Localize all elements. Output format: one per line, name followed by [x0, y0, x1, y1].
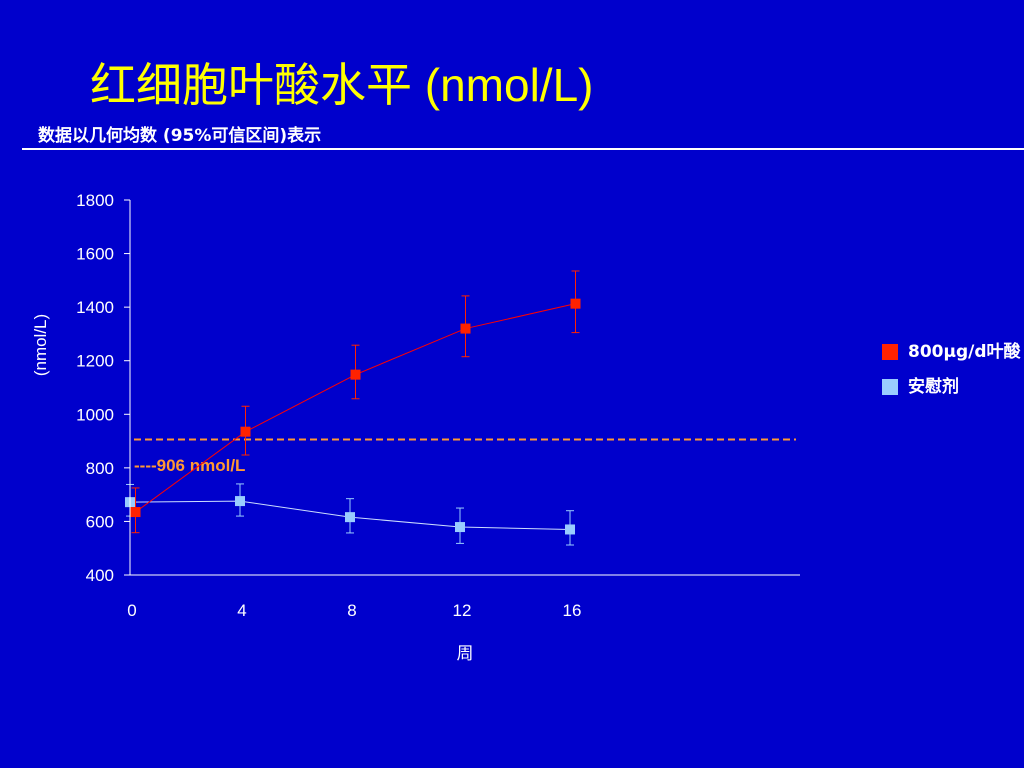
data-point-folic-acid — [460, 323, 471, 334]
y-tick-label: 1800 — [76, 191, 114, 210]
data-point-placebo — [235, 496, 245, 507]
data-point-placebo — [455, 522, 465, 533]
legend-label-placebo: 安慰剂 — [908, 377, 959, 397]
y-tick-label: 800 — [86, 459, 114, 478]
series-line-folic-acid — [135, 303, 576, 513]
slide-title: 红细胞叶酸水平 (nmol/L) — [90, 62, 593, 108]
title-divider — [22, 148, 1024, 150]
data-point-folic-acid — [570, 298, 581, 309]
legend-swatch-folic-acid — [882, 344, 898, 360]
x-tick-label: 8 — [347, 601, 356, 620]
data-point-folic-acid — [350, 369, 361, 380]
slide-title-unit: (nmol/L) — [412, 59, 594, 111]
legend-item-folic-acid: 800μg/d叶酸 — [882, 342, 1024, 363]
x-tick-label: 12 — [453, 601, 472, 620]
data-point-placebo — [565, 524, 575, 535]
reference-line-label: ----906 nmol/L — [134, 456, 245, 475]
data-point-folic-acid — [240, 426, 251, 437]
data-point-folic-acid — [130, 507, 141, 518]
y-axis-title: (nmol/L) — [31, 314, 50, 376]
x-tick-label: 0 — [127, 601, 136, 620]
y-tick-label: 1400 — [76, 298, 114, 317]
legend-item-placebo: 安慰剂 — [882, 377, 1024, 398]
legend-swatch-placebo — [882, 379, 898, 395]
x-tick-label: 16 — [563, 601, 582, 620]
chart-legend: 800μg/d叶酸 安慰剂 — [882, 342, 1024, 412]
y-tick-label: 1600 — [76, 245, 114, 264]
x-tick-label: 4 — [237, 601, 246, 620]
y-tick-label: 1200 — [76, 352, 114, 371]
y-tick-label: 600 — [86, 512, 114, 531]
slide-title-chinese: 红细胞叶酸水平 — [90, 58, 412, 112]
data-point-placebo — [345, 512, 355, 523]
legend-label-folic-acid: 800μg/d叶酸 — [908, 342, 1021, 362]
x-axis-title: 周 — [457, 644, 474, 663]
slide-subtitle: 数据以几何均数 (95%可信区间)表示 — [38, 126, 322, 146]
y-tick-label: 1000 — [76, 405, 114, 424]
y-tick-label: 400 — [86, 566, 114, 585]
